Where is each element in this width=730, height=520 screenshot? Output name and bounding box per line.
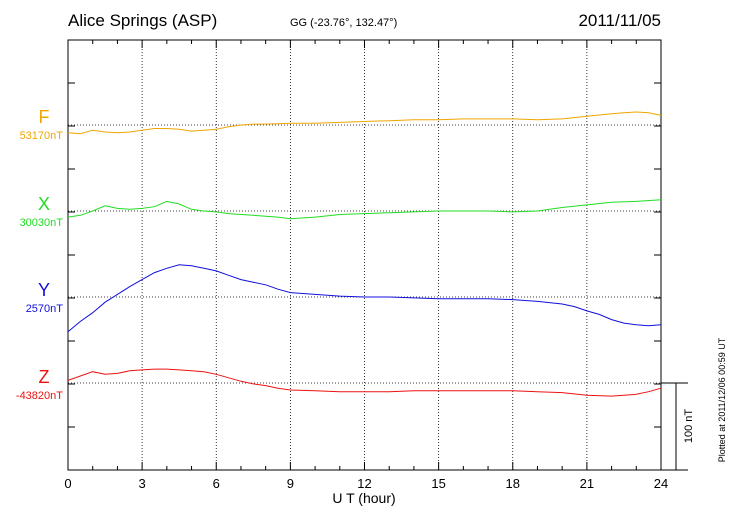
plot-frame: [67, 39, 662, 471]
baseline-label-z: -43820nT: [16, 390, 63, 402]
plotted-note: Plotted at 2011/12/06 00:59 UT: [717, 337, 727, 462]
baseline-label-f: 53170nT: [20, 130, 64, 142]
series-lines: [67, 111, 662, 397]
station-title: Alice Springs (ASP): [68, 11, 217, 30]
series-name-f: F: [39, 107, 50, 127]
scale-bar-label: 100 nT: [683, 409, 695, 444]
series-line-x: [67, 199, 662, 220]
x-tick-label: 9: [287, 476, 294, 491]
x-tick-label: 18: [506, 476, 520, 491]
series-labels: F 53170nT X 30030nT Y 2570nT Z -43820nT: [16, 107, 63, 402]
x-tick-label: 12: [357, 476, 371, 491]
series-line-f: [67, 111, 662, 135]
baseline-label-x: 30030nT: [20, 217, 64, 229]
x-tick-label: 6: [213, 476, 220, 491]
baseline-label-y: 2570nT: [26, 303, 64, 315]
x-axis-ticks: 0 3 6 9 12 15 18 21 24: [64, 40, 668, 491]
chart-date: 2011/11/05: [578, 11, 661, 30]
series-name-y: Y: [38, 280, 50, 300]
x-tick-label: 15: [431, 476, 445, 491]
series-name-z: Z: [39, 367, 50, 387]
x-tick-label: 24: [654, 476, 668, 491]
x-tick-label: 0: [64, 476, 71, 491]
series-line-z: [67, 368, 662, 397]
scale-bar: 100 nT: [661, 382, 695, 471]
y-axis-ticks: [68, 39, 661, 471]
series-line-y: [67, 264, 662, 333]
grid-lines: [68, 40, 661, 470]
series-name-x: X: [38, 194, 50, 214]
station-coords: GG (-23.76°, 132.47°): [290, 17, 397, 29]
x-tick-label: 3: [139, 476, 146, 491]
x-tick-label: 21: [580, 476, 594, 491]
x-axis-label: U T (hour): [332, 490, 395, 506]
